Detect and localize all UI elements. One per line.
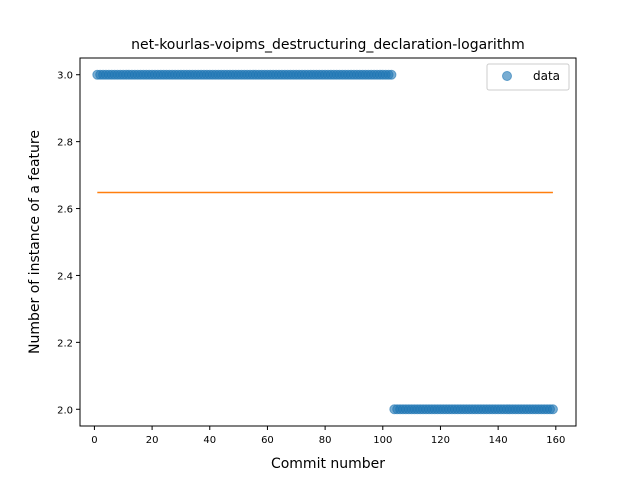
data-point (547, 404, 558, 415)
chart-title: net-kourlas-voipms_destructuring_declara… (131, 37, 525, 53)
x-tick-label: 80 (319, 435, 332, 446)
plot-area (92, 69, 558, 415)
y-tick-label: 2.2 (57, 338, 73, 349)
legend-marker-data (502, 71, 512, 81)
y-axis-ticks: 2.0 2.2 2.4 2.6 2.8 3.0 (57, 71, 80, 416)
x-tick-label: 0 (91, 435, 97, 446)
x-axis-ticks: 0 20 40 60 80 100 120 140 160 (91, 426, 565, 446)
y-tick-label: 2.8 (57, 138, 73, 149)
x-tick-label: 60 (261, 435, 274, 446)
y-axis-label: Number of instance of a feature (27, 130, 43, 354)
x-tick-label: 140 (489, 435, 508, 446)
data-point (386, 69, 397, 80)
legend: data (486, 63, 570, 91)
legend-box (486, 63, 570, 91)
x-tick-label: 40 (203, 435, 216, 446)
y-tick-label: 2.6 (57, 205, 73, 216)
x-tick-label: 160 (546, 435, 565, 446)
legend-label-data: data (533, 69, 560, 83)
x-tick-label: 120 (431, 435, 450, 446)
x-tick-label: 20 (146, 435, 159, 446)
axes-frame (79, 57, 577, 427)
y-tick-label: 2.0 (57, 405, 73, 416)
y-tick-label: 3.0 (57, 71, 73, 82)
x-axis-label: Commit number (271, 456, 385, 472)
y-tick-label: 2.4 (57, 271, 73, 282)
x-tick-label: 100 (373, 435, 392, 446)
